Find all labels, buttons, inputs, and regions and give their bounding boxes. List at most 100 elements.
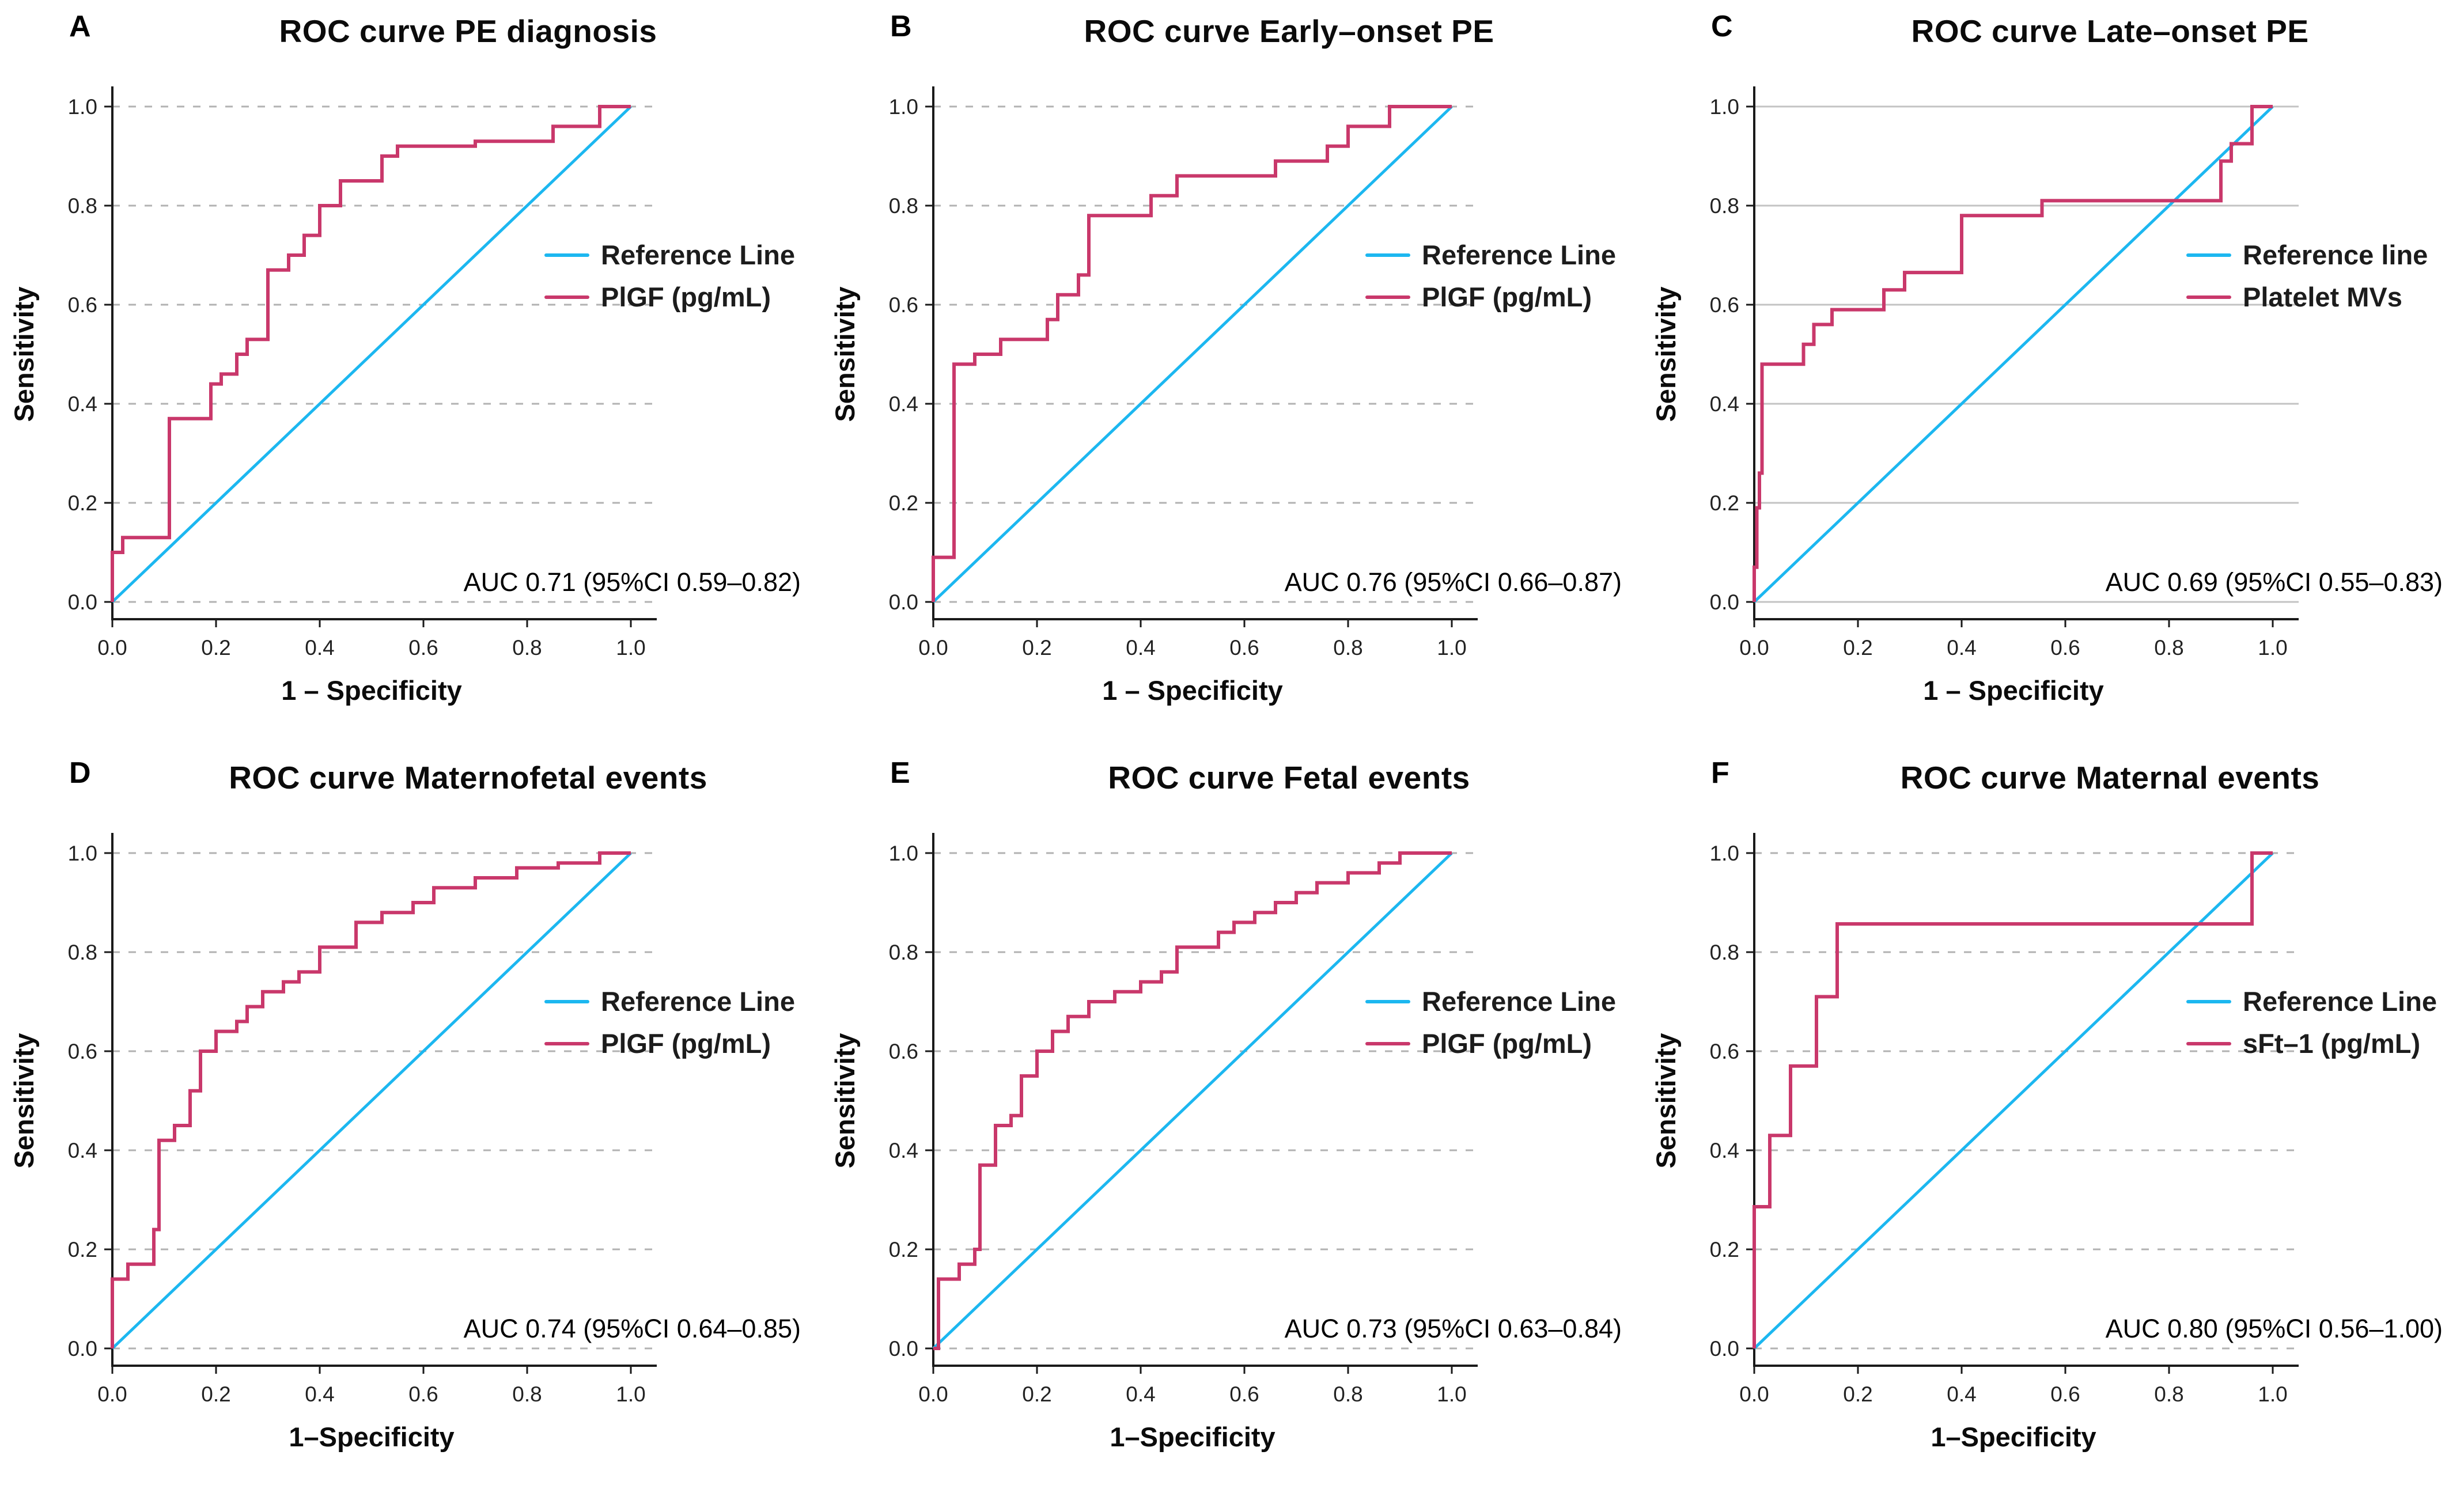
- svg-text:1.0: 1.0: [1437, 636, 1466, 660]
- legend: Reference Line sFt–1 (pg/mL): [2186, 986, 2437, 1059]
- auc-annotation: AUC 0.73 (95%CI 0.63–0.84): [1284, 1314, 1622, 1343]
- legend-item-curve: PlGF (pg/mL): [544, 1028, 795, 1059]
- panel-letter: B: [890, 10, 912, 43]
- svg-text:0.0: 0.0: [918, 1382, 948, 1406]
- panel-letter: F: [1711, 756, 1729, 790]
- svg-text:Sensitivity: Sensitivity: [830, 1033, 860, 1168]
- legend-item-curve: sFt–1 (pg/mL): [2186, 1028, 2437, 1059]
- svg-text:0.6: 0.6: [1229, 636, 1259, 660]
- legend-label: Reference Line: [601, 240, 795, 270]
- roc-plot: 0.0 0.2 0.4 0.6 0.8 1.0 0.0 0.2 0.4 0.6 0.8 1.0 1 – …: [1651, 86, 2299, 706]
- roc-curve-swatch: [1365, 295, 1410, 299]
- svg-text:0.2: 0.2: [201, 1382, 230, 1406]
- legend-item-reference: Reference line: [2186, 239, 2428, 271]
- svg-text:0.2: 0.2: [1710, 1238, 1739, 1261]
- svg-text:0.4: 0.4: [889, 392, 918, 416]
- legend-label: Reference line: [2243, 240, 2428, 270]
- roc-plot: 0.0 0.2 0.4 0.6 0.8 1.0 0.0 0.2 0.4 0.6 0.8 1.0 1–Sp…: [1651, 833, 2299, 1452]
- chart-title: ROC curve Maternal events: [1900, 760, 2320, 795]
- reference-line-swatch: [1365, 999, 1410, 1003]
- auc-annotation: AUC 0.76 (95%CI 0.66–0.87): [1284, 567, 1622, 597]
- svg-text:0.8: 0.8: [68, 941, 97, 964]
- svg-text:0.4: 0.4: [889, 1139, 918, 1162]
- legend: Reference line Platelet MVs: [2186, 239, 2428, 313]
- svg-text:0.6: 0.6: [2050, 1382, 2080, 1406]
- roc-curve-swatch: [2186, 295, 2231, 299]
- legend-label: Reference Line: [2243, 986, 2437, 1017]
- svg-text:1.0: 1.0: [616, 636, 645, 660]
- roc-curve-swatch: [1365, 1041, 1410, 1045]
- auc-annotation: AUC 0.80 (95%CI 0.56–1.00): [2105, 1314, 2443, 1343]
- svg-text:1 – Specificity: 1 – Specificity: [281, 675, 462, 706]
- reference-line-swatch: [2186, 253, 2231, 257]
- roc-plot: 0.0 0.2 0.4 0.6 0.8 1.0 0.0 0.2 0.4 0.6 0.8 1.0 1 – …: [830, 86, 1478, 706]
- svg-text:0.8: 0.8: [2154, 636, 2183, 660]
- svg-text:0.0: 0.0: [918, 636, 948, 660]
- roc-plot: 0.0 0.2 0.4 0.6 0.8 1.0 0.0 0.2 0.4 0.6 0.8 1.0 1–Sp…: [830, 833, 1478, 1452]
- svg-text:0.2: 0.2: [68, 491, 97, 515]
- legend-item-curve: PlGF (pg/mL): [1365, 281, 1616, 313]
- legend-label: PlGF (pg/mL): [601, 1028, 771, 1059]
- svg-text:1.0: 1.0: [616, 1382, 645, 1406]
- svg-text:0.8: 0.8: [889, 194, 918, 218]
- svg-text:0.8: 0.8: [512, 1382, 542, 1406]
- svg-text:1.0: 1.0: [889, 95, 918, 119]
- svg-text:0.8: 0.8: [1333, 1382, 1362, 1406]
- panel-e: E ROC curve Fetal events 0.0 0.2 0.4 0.6 0.8…: [821, 746, 1642, 1493]
- panel-b: B ROC curve Early–onset PE 0.0 0.2 0.4 0.6 0…: [821, 0, 1642, 746]
- chart-title: ROC curve Early–onset PE: [1084, 13, 1494, 49]
- svg-text:Sensitivity: Sensitivity: [9, 1033, 39, 1168]
- svg-text:0.8: 0.8: [1333, 636, 1362, 660]
- svg-text:Sensitivity: Sensitivity: [1651, 286, 1681, 422]
- svg-text:1.0: 1.0: [889, 842, 918, 865]
- legend-label: Reference Line: [1422, 240, 1616, 270]
- svg-text:0.0: 0.0: [68, 1337, 97, 1361]
- svg-text:1.0: 1.0: [1437, 1382, 1466, 1406]
- svg-text:0.4: 0.4: [1710, 392, 1739, 416]
- legend-label: sFt–1 (pg/mL): [2243, 1028, 2421, 1059]
- svg-text:1–Specificity: 1–Specificity: [1931, 1422, 2096, 1452]
- svg-text:0.6: 0.6: [1710, 293, 1739, 317]
- svg-text:1–Specificity: 1–Specificity: [289, 1422, 454, 1452]
- svg-text:0.6: 0.6: [889, 293, 918, 317]
- panel-d: D ROC curve Maternofetal events 0.0 0.2 0.…: [0, 746, 821, 1493]
- svg-text:0.4: 0.4: [1947, 636, 1976, 660]
- svg-text:0.2: 0.2: [1022, 1382, 1051, 1406]
- svg-text:0.8: 0.8: [1710, 941, 1739, 964]
- svg-text:1–Specificity: 1–Specificity: [1110, 1422, 1275, 1452]
- svg-text:0.6: 0.6: [1710, 1040, 1739, 1063]
- svg-text:0.2: 0.2: [201, 636, 230, 660]
- legend-item-reference: Reference Line: [2186, 986, 2437, 1017]
- svg-text:0.2: 0.2: [1710, 491, 1739, 515]
- svg-text:0.2: 0.2: [1022, 636, 1051, 660]
- legend-label: PlGF (pg/mL): [1422, 1028, 1592, 1059]
- svg-text:1.0: 1.0: [68, 95, 97, 119]
- roc-curve-swatch: [2186, 1041, 2231, 1045]
- svg-text:1.0: 1.0: [2258, 636, 2287, 660]
- legend-item-reference: Reference Line: [544, 986, 795, 1017]
- svg-text:0.4: 0.4: [68, 392, 97, 416]
- svg-text:0.2: 0.2: [1843, 636, 1872, 660]
- svg-text:0.6: 0.6: [408, 636, 438, 660]
- svg-text:1 – Specificity: 1 – Specificity: [1923, 675, 2104, 706]
- roc-plot: 0.0 0.2 0.4 0.6 0.8 1.0 0.0 0.2 0.4 0.6 0.8 1.0 1 – …: [9, 86, 657, 706]
- legend-item-curve: PlGF (pg/mL): [1365, 1028, 1616, 1059]
- svg-text:0.6: 0.6: [408, 1382, 438, 1406]
- svg-text:0.8: 0.8: [2154, 1382, 2183, 1406]
- svg-text:0.2: 0.2: [68, 1238, 97, 1261]
- svg-text:0.8: 0.8: [68, 194, 97, 218]
- reference-line-swatch: [544, 999, 589, 1003]
- legend: Reference Line PlGF (pg/mL): [1365, 986, 1616, 1059]
- legend: Reference Line PlGF (pg/mL): [1365, 239, 1616, 313]
- svg-text:0.2: 0.2: [1843, 1382, 1872, 1406]
- svg-text:Sensitivity: Sensitivity: [1651, 1033, 1681, 1168]
- svg-text:0.0: 0.0: [889, 1337, 918, 1361]
- svg-text:1.0: 1.0: [1710, 842, 1739, 865]
- legend-item-reference: Reference Line: [544, 239, 795, 271]
- svg-text:1.0: 1.0: [1710, 95, 1739, 119]
- chart-title: ROC curve Maternofetal events: [229, 760, 707, 795]
- panel-a: A ROC curve PE diagnosis 0.0 0.2 0.4 0.6 0.8…: [0, 0, 821, 746]
- svg-text:0.8: 0.8: [1710, 194, 1739, 218]
- svg-text:0.6: 0.6: [889, 1040, 918, 1063]
- svg-text:0.0: 0.0: [1739, 1382, 1769, 1406]
